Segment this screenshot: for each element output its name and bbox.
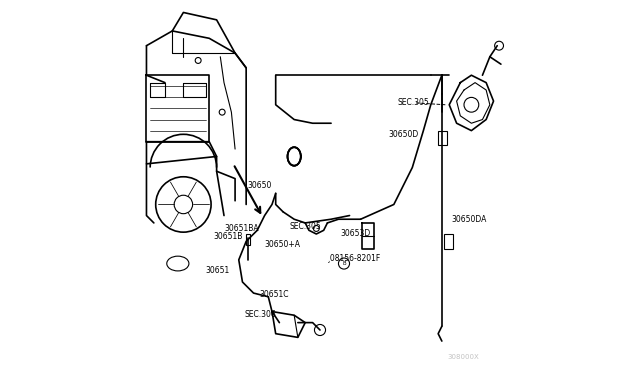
Text: SEC.305: SEC.305 bbox=[397, 99, 429, 108]
Text: 30651C: 30651C bbox=[259, 290, 289, 299]
Bar bbox=[438, 131, 447, 145]
Text: 30651BA: 30651BA bbox=[225, 224, 259, 233]
Bar bbox=[246, 234, 250, 245]
Text: 30650: 30650 bbox=[248, 182, 272, 190]
Text: 30650DA: 30650DA bbox=[451, 215, 486, 224]
Text: 30651B: 30651B bbox=[214, 232, 243, 241]
Text: SEC.306: SEC.306 bbox=[244, 310, 276, 319]
Text: 308000X: 308000X bbox=[447, 353, 479, 359]
Text: 30651: 30651 bbox=[205, 266, 230, 275]
Text: ¸08156-8201F: ¸08156-8201F bbox=[328, 253, 381, 263]
Text: 30653D: 30653D bbox=[340, 229, 371, 238]
Text: 30650+A: 30650+A bbox=[264, 240, 301, 249]
Text: 30650D: 30650D bbox=[388, 130, 419, 139]
Text: B: B bbox=[342, 261, 346, 266]
Bar bbox=[444, 234, 453, 249]
Text: SEC.305: SEC.305 bbox=[290, 222, 321, 231]
